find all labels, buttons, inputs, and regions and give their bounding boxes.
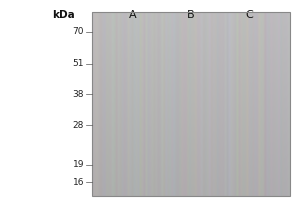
Text: 38: 38 <box>73 90 84 99</box>
Bar <box>92 12 290 196</box>
Text: 51: 51 <box>73 59 84 68</box>
Text: 70: 70 <box>73 27 84 36</box>
Text: B: B <box>187 10 195 20</box>
Text: A: A <box>129 10 137 20</box>
Text: 28: 28 <box>73 121 84 130</box>
Text: kDa: kDa <box>52 10 75 20</box>
Text: C: C <box>245 10 253 20</box>
Text: 16: 16 <box>73 178 84 187</box>
Text: 19: 19 <box>73 160 84 169</box>
